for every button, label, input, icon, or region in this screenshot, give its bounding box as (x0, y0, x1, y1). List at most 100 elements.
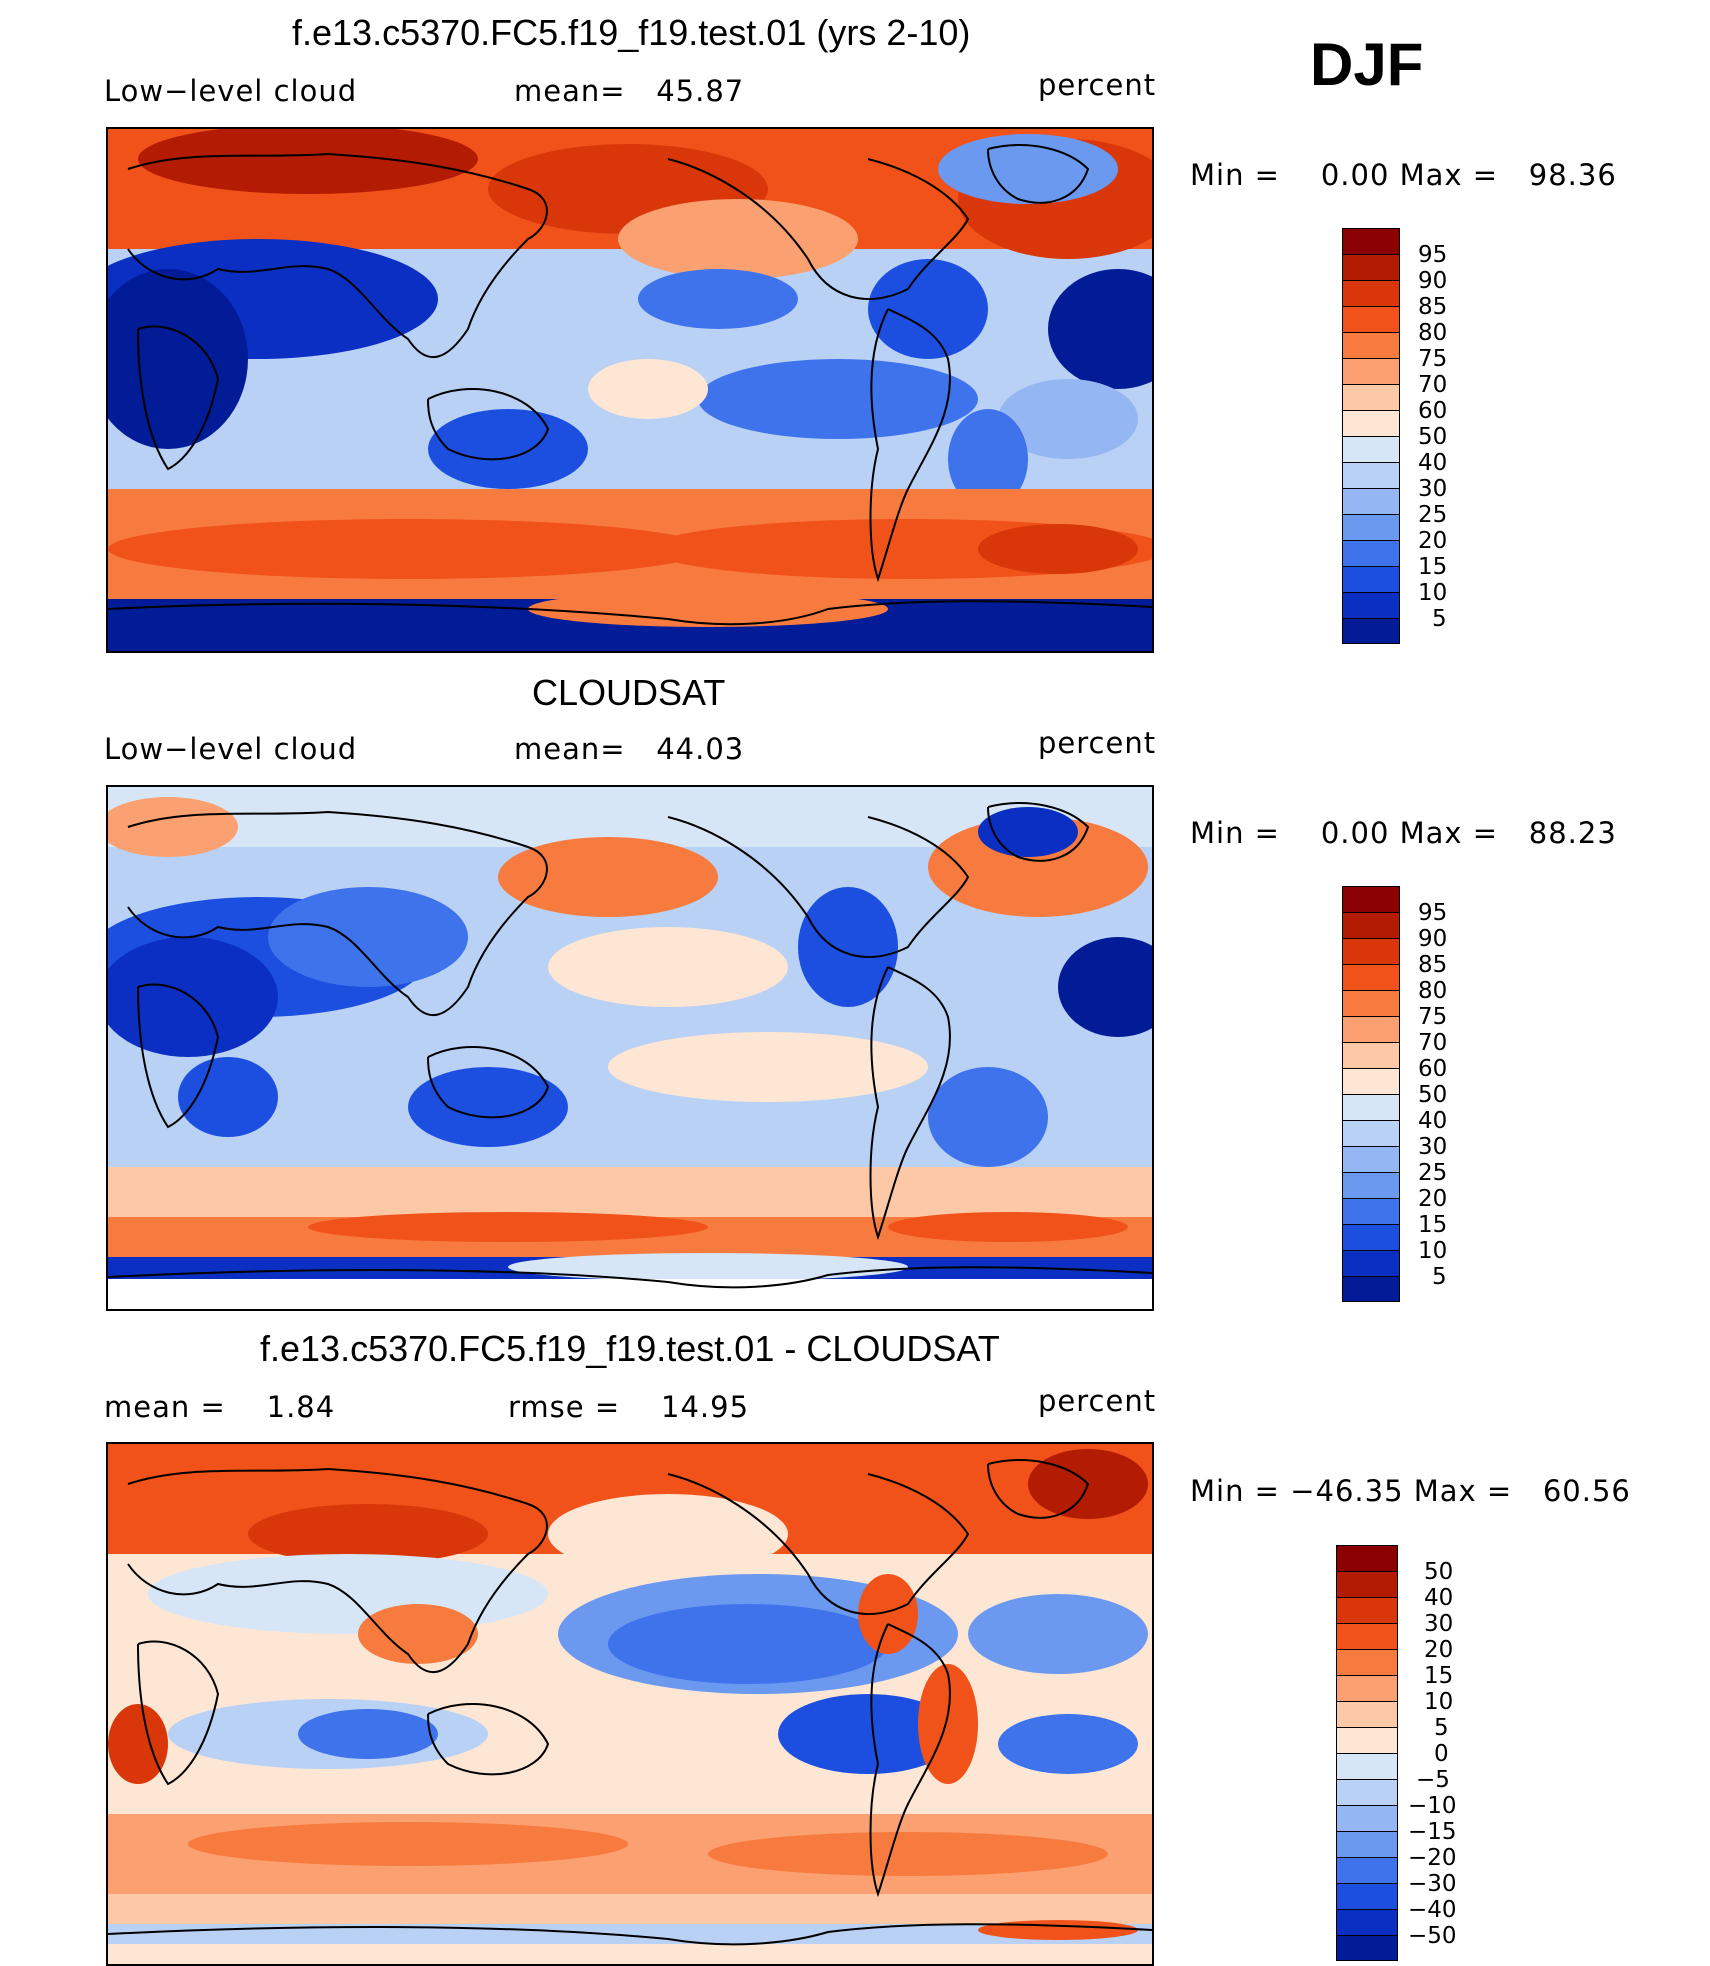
colorbar-swatch (1342, 912, 1400, 938)
colorbar-swatch (1342, 462, 1400, 488)
colorbar-swatch (1342, 410, 1400, 436)
panel-1-units-label: percent (1038, 68, 1157, 102)
panel-1-title: f.e13.c5370.FC5.f19_f19.test.01 (yrs 2-1… (292, 12, 971, 53)
colorbar-swatch (1342, 358, 1400, 384)
colorbar-label: 90 (1418, 268, 1448, 294)
colorbar-swatch (1342, 384, 1400, 410)
colorbar-swatch (1336, 1909, 1398, 1935)
panel-2-title: CLOUDSAT (532, 672, 726, 713)
colorbar-swatch (1342, 1068, 1400, 1094)
panel-2-map (106, 785, 1154, 1311)
colorbar-swatch (1342, 332, 1400, 358)
colorbar-label: 50 (1418, 424, 1448, 450)
colorbar-swatch (1342, 1224, 1400, 1250)
colorbar-swatch (1342, 1250, 1400, 1276)
colorbar-label: 15 (1424, 1663, 1454, 1689)
panel-2-minmax-label: Min = 0.00 Max = 88.23 (1190, 816, 1617, 850)
colorbar-swatch (1336, 1649, 1398, 1675)
colorbar-swatch (1342, 886, 1400, 912)
colorbar-label: 10 (1418, 580, 1448, 606)
colorbar-label: −5 (1416, 1767, 1450, 1793)
colorbar-swatch (1342, 488, 1400, 514)
colorbar-swatch (1342, 938, 1400, 964)
colorbar-label: 60 (1418, 398, 1448, 424)
colorbar-swatch (1342, 1094, 1400, 1120)
colorbar-label: 5 (1432, 606, 1447, 632)
colorbar-label: 0 (1434, 1741, 1449, 1767)
colorbar-swatch (1342, 592, 1400, 618)
colorbar-swatch (1342, 540, 1400, 566)
panel-2-mean-label: mean= 44.03 (514, 732, 745, 766)
panel-2-variable-label: Low−level cloud (104, 732, 358, 766)
colorbar-swatch (1336, 1727, 1398, 1753)
colorbar-label: 30 (1418, 1134, 1448, 1160)
colorbar-swatch (1336, 1857, 1398, 1883)
colorbar-swatch (1342, 306, 1400, 332)
colorbar-label: −15 (1408, 1819, 1457, 1845)
panel-3-title: f.e13.c5370.FC5.f19_f19.test.01 - CLOUDS… (260, 1328, 1000, 1369)
colorbar-label: 50 (1418, 1082, 1448, 1108)
colorbar-label: 20 (1418, 1186, 1448, 1212)
panel-3-rmse-label: rmse = 14.95 (508, 1390, 750, 1424)
colorbar-swatch (1336, 1831, 1398, 1857)
colorbar-label: 40 (1424, 1585, 1454, 1611)
colorbar-label: −40 (1408, 1897, 1457, 1923)
colorbar-label: 75 (1418, 1004, 1448, 1030)
panel-2-colorbar: 95 90 85 80 75 70 60 50 40 30 25 20 15 1… (1342, 886, 1462, 1302)
colorbar-swatch (1342, 1146, 1400, 1172)
colorbar-label: 20 (1424, 1637, 1454, 1663)
colorbar-swatch (1336, 1883, 1398, 1909)
colorbar-label: 25 (1418, 502, 1448, 528)
colorbar-swatch (1336, 1701, 1398, 1727)
colorbar-label: 15 (1418, 1212, 1448, 1238)
colorbar-label: 40 (1418, 1108, 1448, 1134)
colorbar-swatch (1336, 1753, 1398, 1779)
colorbar-swatch (1342, 436, 1400, 462)
colorbar-label: 40 (1418, 450, 1448, 476)
colorbar-swatch (1342, 990, 1400, 1016)
colorbar-swatch (1342, 964, 1400, 990)
colorbar-label: 30 (1418, 476, 1448, 502)
colorbar-label: 90 (1418, 926, 1448, 952)
colorbar-swatch (1342, 280, 1400, 306)
colorbar-label: 20 (1418, 528, 1448, 554)
colorbar-label: 85 (1418, 952, 1448, 978)
panel-3-minmax-label: Min = −46.35 Max = 60.56 (1190, 1474, 1631, 1508)
colorbar-label: 5 (1434, 1715, 1449, 1741)
colorbar-swatch (1342, 1198, 1400, 1224)
colorbar-swatch (1342, 1276, 1400, 1302)
colorbar-swatch (1342, 1172, 1400, 1198)
panel-3-mean-label: mean = 1.84 (104, 1390, 336, 1424)
colorbar-label: 60 (1418, 1056, 1448, 1082)
season-label: DJF (1310, 31, 1424, 98)
panel-1-minmax-label: Min = 0.00 Max = 98.36 (1190, 158, 1617, 192)
colorbar-label: 5 (1432, 1264, 1447, 1290)
colorbar-swatch (1336, 1571, 1398, 1597)
colorbar-swatch (1336, 1545, 1398, 1571)
panel-3-colorbar: 50 40 30 20 15 10 5 0 −5 −10 −15 −20 −30… (1336, 1545, 1466, 1961)
colorbar-swatch (1336, 1623, 1398, 1649)
colorbar-label: 95 (1418, 242, 1448, 268)
colorbar-label: 70 (1418, 372, 1448, 398)
panel-3-units-label: percent (1038, 1384, 1157, 1418)
colorbar-label: −30 (1408, 1871, 1457, 1897)
panel-3-map (106, 1442, 1154, 1966)
colorbar-label: 95 (1418, 900, 1448, 926)
colorbar-swatch (1336, 1805, 1398, 1831)
colorbar-swatch (1342, 618, 1400, 644)
colorbar-swatch (1336, 1779, 1398, 1805)
colorbar-label: 85 (1418, 294, 1448, 320)
panel-1-map (106, 127, 1154, 653)
colorbar-label: 80 (1418, 978, 1448, 1004)
colorbar-label: 10 (1424, 1689, 1454, 1715)
panel-1-variable-label: Low−level cloud (104, 74, 358, 108)
colorbar-label: 75 (1418, 346, 1448, 372)
panel-2-units-label: percent (1038, 726, 1157, 760)
colorbar-swatch (1342, 514, 1400, 540)
colorbar-swatch (1336, 1597, 1398, 1623)
colorbar-swatch (1342, 254, 1400, 280)
colorbar-label: 25 (1418, 1160, 1448, 1186)
colorbar-label: 10 (1418, 1238, 1448, 1264)
colorbar-label: −50 (1408, 1923, 1457, 1949)
colorbar-swatch (1336, 1675, 1398, 1701)
